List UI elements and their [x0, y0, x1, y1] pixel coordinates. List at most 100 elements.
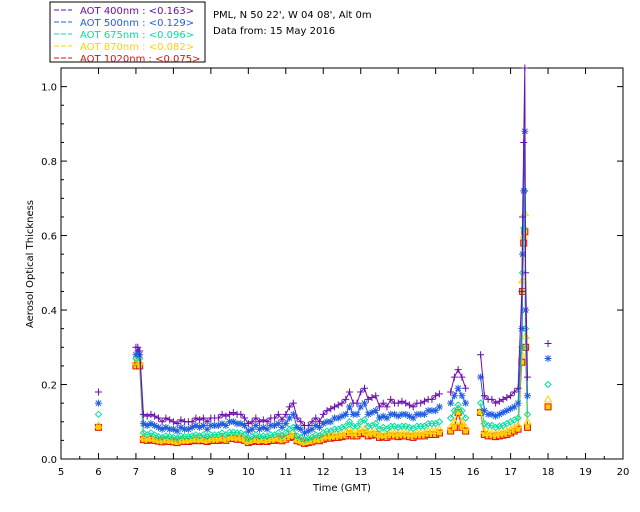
data-point — [480, 419, 489, 428]
data-point — [514, 425, 522, 433]
x-tick-label: 14 — [392, 467, 405, 478]
data-point — [420, 428, 429, 436]
data-point — [274, 429, 283, 437]
data-point — [510, 403, 518, 411]
data-point — [248, 418, 256, 426]
data-point — [207, 421, 215, 429]
series-line — [450, 404, 467, 419]
data-point — [312, 421, 320, 429]
data-point — [184, 432, 193, 441]
x-tick-label: 19 — [579, 467, 592, 478]
data-point — [518, 325, 526, 333]
data-point — [499, 408, 507, 416]
data-point — [288, 429, 298, 437]
data-point — [195, 432, 204, 440]
data-point — [218, 410, 226, 418]
data-point — [357, 403, 365, 411]
data-point — [372, 419, 380, 428]
data-point — [450, 392, 458, 400]
data-point — [506, 424, 515, 433]
data-point — [480, 426, 489, 435]
data-point — [158, 418, 166, 426]
data-point — [477, 351, 485, 359]
data-point — [379, 423, 387, 432]
data-point — [226, 418, 234, 426]
legend-entry: AOT 1020nm : <0.075> — [80, 54, 200, 65]
data-point — [282, 410, 290, 418]
data-point — [143, 412, 151, 420]
y-tick-label: 0.2 — [41, 381, 57, 392]
data-point — [431, 426, 441, 435]
data-point — [520, 187, 528, 195]
data-point — [134, 343, 142, 351]
data-point — [222, 421, 230, 429]
x-tick-label: 17 — [504, 467, 517, 478]
data-point — [349, 410, 357, 418]
data-point — [345, 388, 353, 396]
data-point — [383, 425, 391, 433]
data-point — [191, 434, 201, 442]
data-point — [173, 420, 181, 428]
data-point — [237, 420, 245, 428]
data-point — [312, 414, 320, 422]
data-point — [488, 395, 496, 403]
legend-entry: AOT 400nm : <0.163> — [80, 6, 194, 17]
data-point — [192, 414, 200, 422]
data-point — [382, 430, 392, 438]
data-point — [228, 432, 238, 440]
data-point — [296, 435, 306, 444]
data-point — [169, 433, 178, 442]
data-point — [241, 414, 249, 422]
data-point — [308, 425, 316, 433]
data-point — [199, 414, 207, 422]
data-point — [507, 405, 515, 413]
data-point — [151, 412, 159, 420]
data-point — [315, 432, 324, 440]
data-point — [282, 429, 290, 437]
data-point — [480, 407, 488, 415]
data-point — [544, 354, 552, 362]
data-point — [492, 412, 500, 420]
data-point — [368, 394, 376, 402]
data-point — [394, 399, 402, 407]
data-point — [94, 410, 103, 419]
data-point — [203, 418, 211, 426]
legend-entry: AOT 870nm : <0.082> — [80, 42, 194, 53]
data-point — [304, 427, 312, 435]
y-tick-label: 0.8 — [41, 157, 57, 168]
data-point — [420, 397, 428, 405]
data-point — [139, 420, 147, 428]
data-point — [405, 423, 414, 432]
data-point — [513, 420, 523, 429]
data-point — [166, 416, 174, 424]
data-point — [252, 421, 260, 429]
data-point — [259, 423, 267, 431]
data-point — [379, 412, 387, 420]
data-point — [244, 420, 252, 428]
data-point — [446, 422, 456, 431]
data-point — [462, 384, 470, 392]
data-point — [94, 399, 102, 407]
data-point — [188, 432, 196, 440]
data-point — [196, 423, 204, 431]
data-point — [353, 410, 361, 418]
data-point — [297, 425, 305, 433]
data-point — [293, 432, 301, 440]
data-point — [256, 418, 264, 426]
data-point — [420, 410, 428, 418]
data-point — [154, 423, 162, 431]
data-point — [450, 406, 459, 415]
date-text: Data from: 15 May 2016 — [213, 26, 335, 37]
data-point — [405, 401, 413, 409]
data-point — [248, 425, 256, 433]
data-point — [282, 420, 290, 428]
x-tick-label: 13 — [354, 467, 367, 478]
legend: AOT 400nm : <0.163>AOT 500nm : <0.129>AO… — [49, 1, 206, 65]
data-point — [327, 405, 335, 413]
data-point — [271, 421, 279, 429]
data-point — [334, 414, 342, 422]
data-point — [491, 423, 500, 432]
data-point — [503, 407, 511, 415]
data-point — [345, 425, 354, 433]
data-point — [154, 414, 162, 422]
